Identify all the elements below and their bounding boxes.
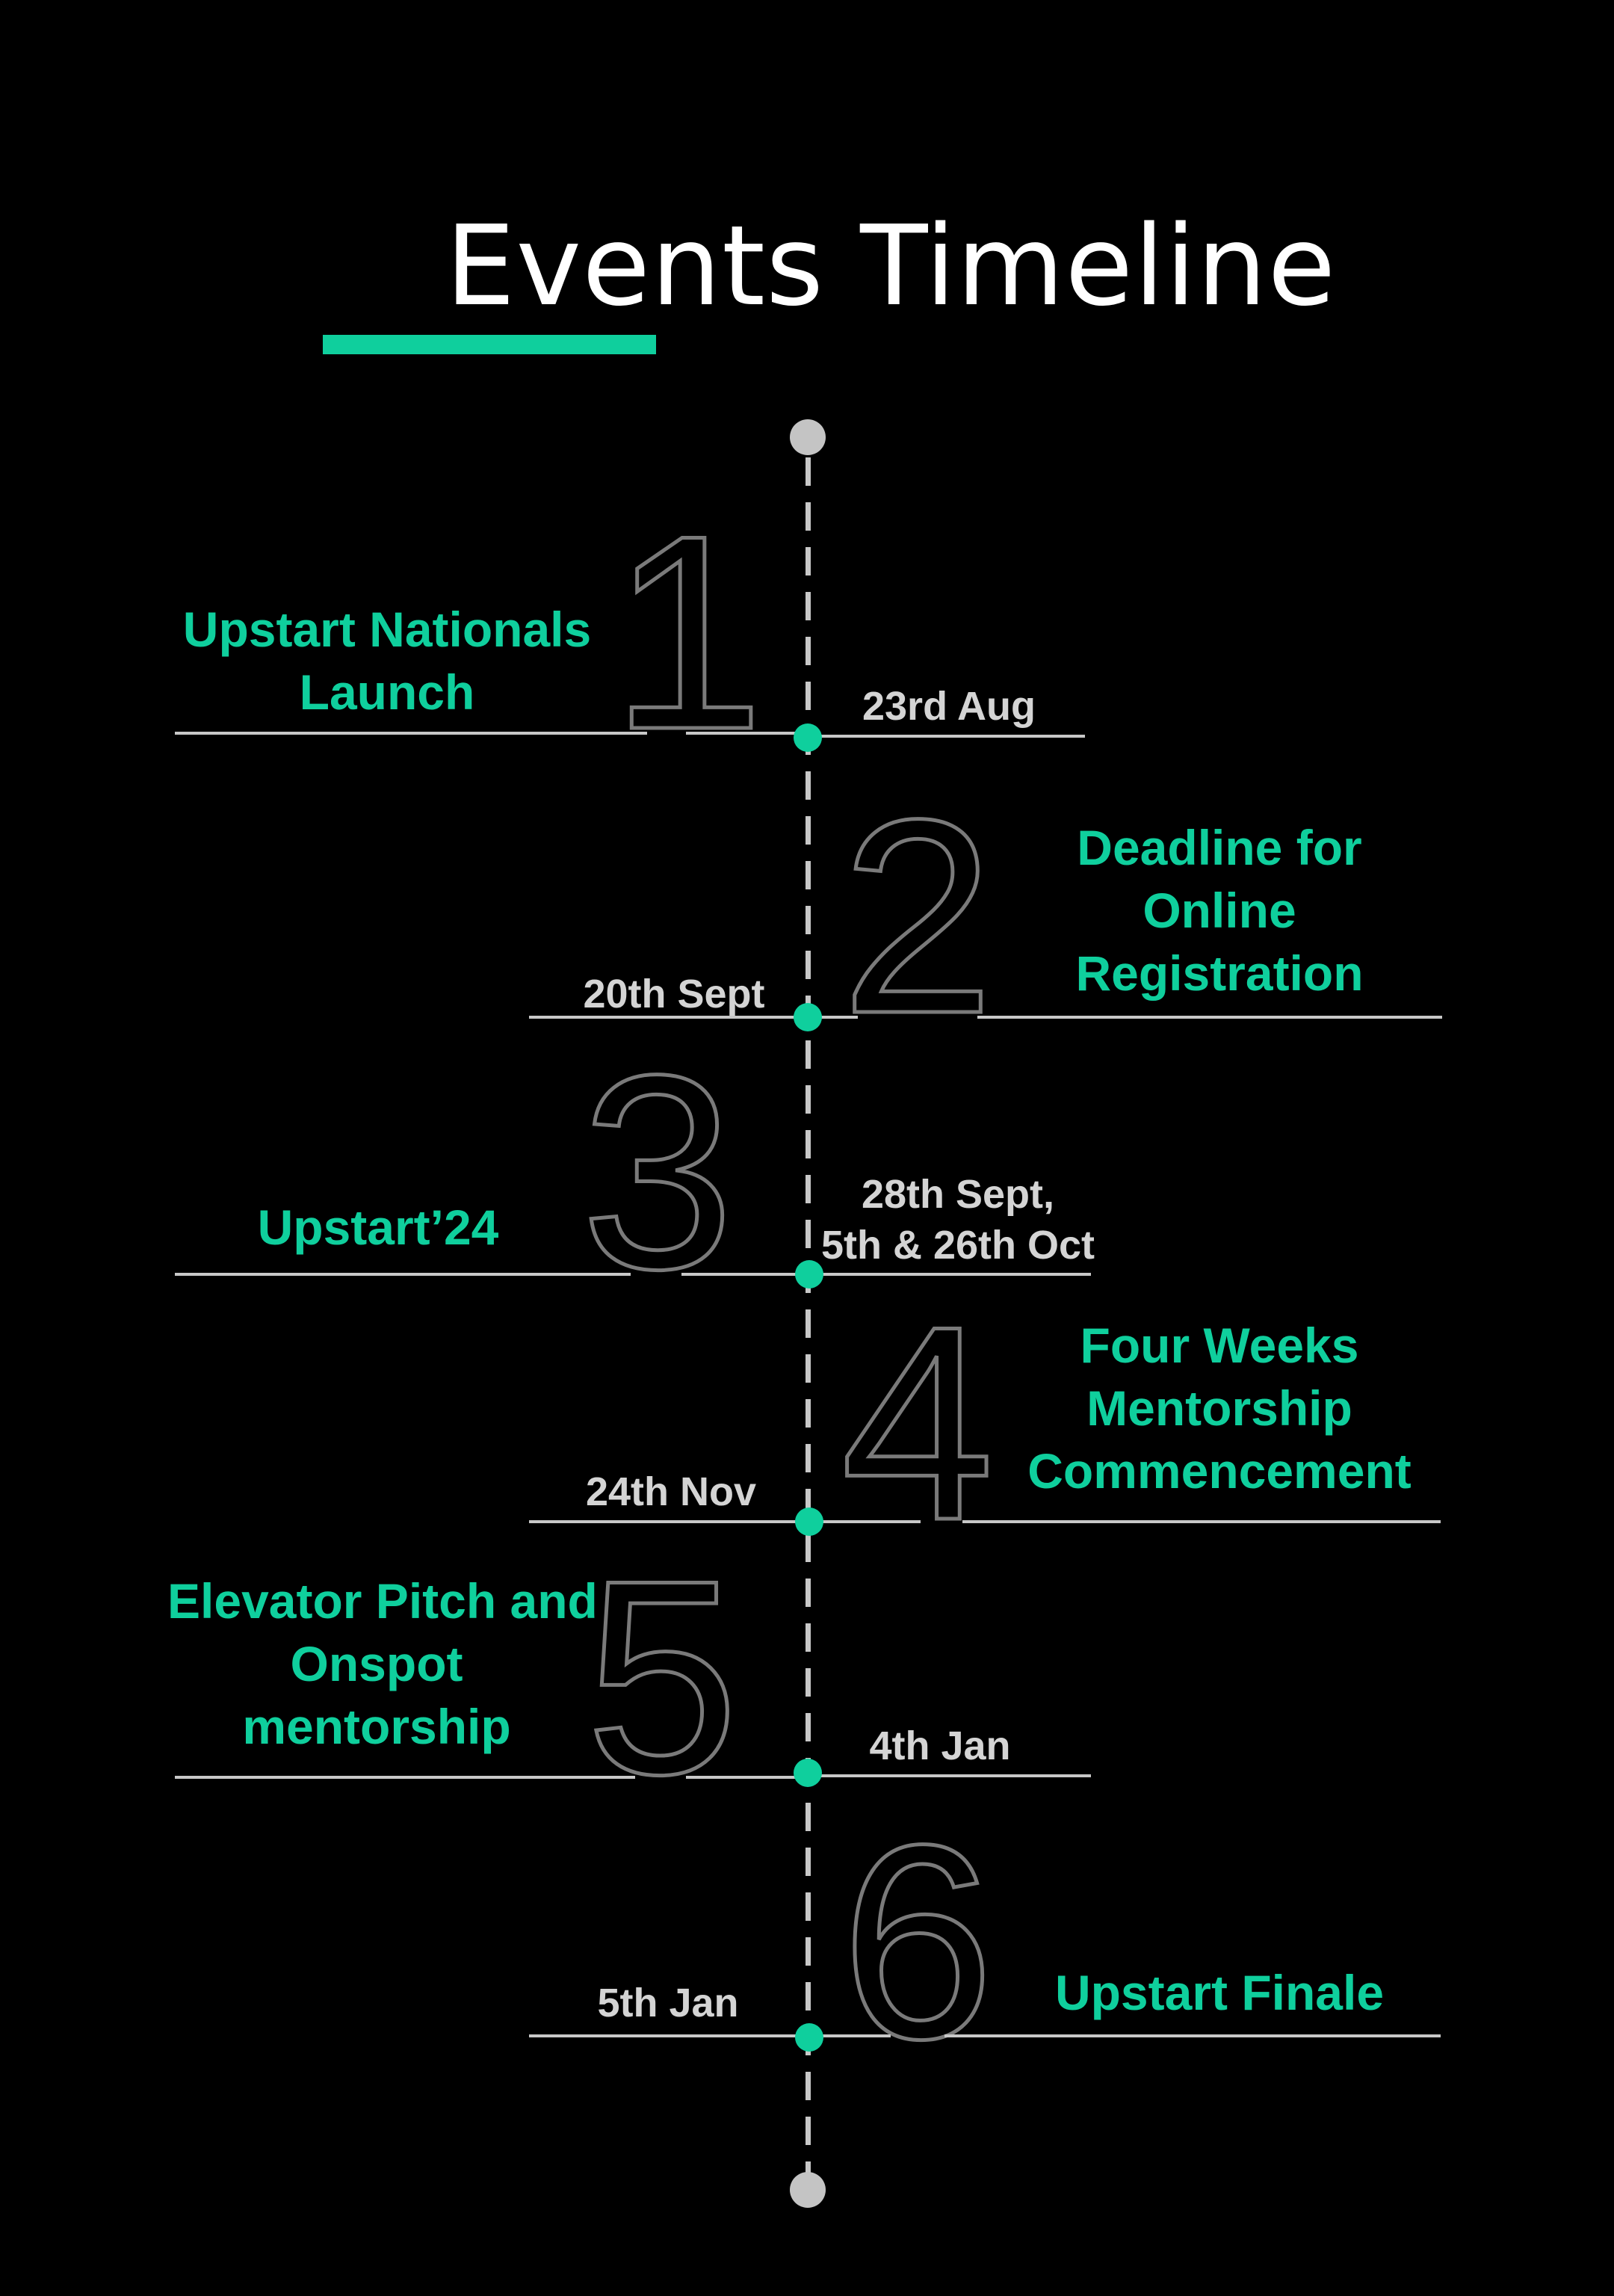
axis-end-cap (790, 2172, 826, 2208)
event-left-line-tail (686, 1776, 806, 1779)
event-label-line: Mentorship (1086, 1380, 1352, 1436)
event-number: 4 (839, 1269, 997, 1578)
event-node-dot (795, 1507, 823, 1536)
event-number: 2 (839, 762, 997, 1071)
event-left-line (175, 1776, 635, 1779)
event-left-line (175, 732, 647, 735)
event-node-dot (794, 1003, 822, 1031)
event-date-line: 23rd Aug (862, 684, 1036, 729)
event-date-line: 28th Sept, (861, 1172, 1055, 1217)
event-right-line (808, 2034, 891, 2037)
event-node-dot (795, 1260, 823, 1289)
event-label-line: Upstart Finale (1054, 1965, 1385, 2020)
event-label-line: mentorship (242, 1699, 511, 1754)
event-label-line: Upstart Nationals (182, 602, 592, 657)
event-label-line: Online (1143, 883, 1296, 938)
axis-start-cap (790, 419, 826, 455)
event-right-line (808, 1273, 1091, 1276)
event-left-line (529, 2034, 806, 2037)
event-number: 3 (579, 1018, 737, 1327)
event-label-line: Onspot (290, 1636, 463, 1691)
event-number: 6 (839, 1788, 997, 2096)
event-number: 5 (584, 1523, 741, 1832)
timeline-axis (806, 457, 811, 2190)
event-right-line-tail (977, 1016, 1442, 1019)
event-right-line (808, 1016, 858, 1019)
event-label-line: Elevator Pitch and (167, 1573, 598, 1629)
event-left-line (529, 1520, 806, 1523)
event-label: Upstart’24 (169, 1196, 587, 1259)
event-label-line: Commencement (1027, 1443, 1412, 1499)
event-label: Deadline for Online Registration (1010, 816, 1429, 1004)
title-underline (323, 335, 656, 354)
event-label: Elevator Pitch and Onspot mentorship (167, 1570, 598, 1758)
event-right-line (808, 735, 1085, 738)
event-node-dot (794, 1759, 822, 1787)
event-node-dot (794, 723, 822, 752)
event-left-line (175, 1273, 631, 1276)
event-date-line: 20th Sept (583, 972, 765, 1016)
event-label-line: Launch (299, 664, 475, 720)
event-label: Upstart Finale (1010, 1961, 1429, 2024)
event-label-line: Four Weeks (1080, 1318, 1359, 1373)
event-date-line: 5th & 26th Oct (820, 1223, 1095, 1268)
event-right-line-tail (962, 1520, 1441, 1523)
event-right-line (808, 1774, 1091, 1777)
event-node-dot (795, 2023, 823, 2052)
event-date: 20th Sept (554, 969, 794, 1019)
page-title: Events Timeline (445, 202, 1337, 330)
event-right-line (808, 1520, 921, 1523)
event-date-line: 5th Jan (597, 1981, 739, 2025)
event-left-line-tail (686, 732, 806, 735)
event-number: 1 (609, 478, 767, 787)
event-date-line: 24th Nov (585, 1469, 757, 1514)
event-label: Upstart Nationals Launch (178, 598, 596, 723)
event-right-line-tail (944, 2034, 1441, 2037)
event-date-line: 4th Jan (869, 1723, 1011, 1768)
event-date: 4th Jan (820, 1721, 1060, 1771)
event-label: Four Weeks Mentorship Commencement (1010, 1314, 1429, 1502)
event-date: 5th Jan (548, 1978, 788, 2028)
event-left-line (529, 1016, 806, 1019)
event-date: 24th Nov (551, 1466, 791, 1517)
event-label-line: Deadline for (1077, 820, 1362, 875)
event-date: 23rd Aug (829, 681, 1069, 732)
event-label-line: Registration (1075, 945, 1364, 1001)
event-date: 28th Sept, 5th & 26th Oct (816, 1169, 1100, 1271)
event-label-line: Upstart’24 (257, 1200, 499, 1255)
event-left-line-tail (681, 1273, 806, 1276)
